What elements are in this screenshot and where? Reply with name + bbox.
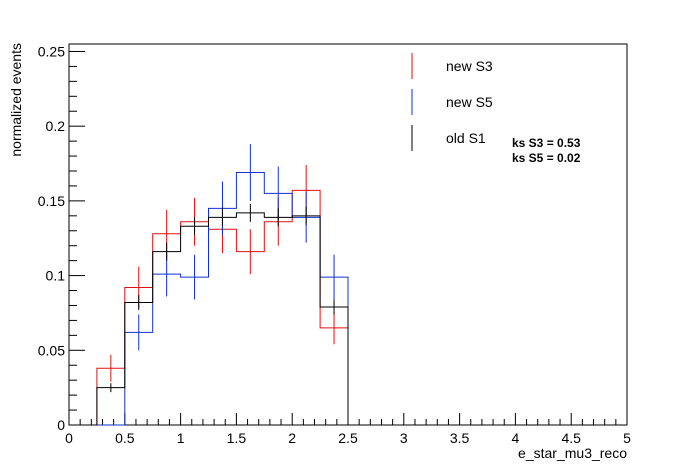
histogram-step-line xyxy=(69,212,627,426)
x-tick-label: 3 xyxy=(400,430,408,446)
series-layer xyxy=(69,144,627,426)
x-axis-title: e_star_mu3_reco xyxy=(518,445,627,461)
series-old-s1 xyxy=(69,203,627,426)
x-tick-label: 4.5 xyxy=(561,430,581,446)
axes-layer: 0 0.5 1 1.5 2 2.5 3 3.5 4 4.5 5 0 0.05 0.1 0.15 0.2 0.25 xyxy=(38,43,631,446)
x-tick-label: 0.5 xyxy=(115,430,135,446)
legend-entry-old-s1: old S1 xyxy=(411,125,486,151)
legend-label: old S1 xyxy=(446,130,486,146)
y-tick-label: 0.25 xyxy=(38,43,65,59)
x-tick-label: 2.5 xyxy=(338,430,358,446)
y-tick-label: 0 xyxy=(57,417,65,433)
legend-entry-new-s5: new S5 xyxy=(411,89,493,115)
x-tick-label: 1.5 xyxy=(227,430,247,446)
legend-entry-new-s3: new S3 xyxy=(411,53,493,79)
legend-label: new S3 xyxy=(446,58,493,74)
y-tick-label: 0.2 xyxy=(46,118,66,134)
y-tick-label: 0.05 xyxy=(38,342,65,358)
x-tick-label: 0 xyxy=(65,430,73,446)
ks-s3-annotation: ks S3 = 0.53 xyxy=(512,136,581,150)
x-tick-label: 5 xyxy=(623,430,631,446)
y-tick-label: 0.1 xyxy=(46,268,66,284)
x-tick-label: 1 xyxy=(177,430,185,446)
x-tick-label: 3.5 xyxy=(450,430,470,446)
ks-s5-annotation: ks S5 = 0.02 xyxy=(512,151,581,165)
y-axis-title: normalized events xyxy=(8,43,24,157)
x-tick-label: 2 xyxy=(288,430,296,446)
y-tick-label: 0.15 xyxy=(38,193,65,209)
legend-label: new S5 xyxy=(446,94,493,110)
legend: new S3 new S5 old S1 xyxy=(411,53,493,151)
x-tick-label: 4 xyxy=(512,430,520,446)
